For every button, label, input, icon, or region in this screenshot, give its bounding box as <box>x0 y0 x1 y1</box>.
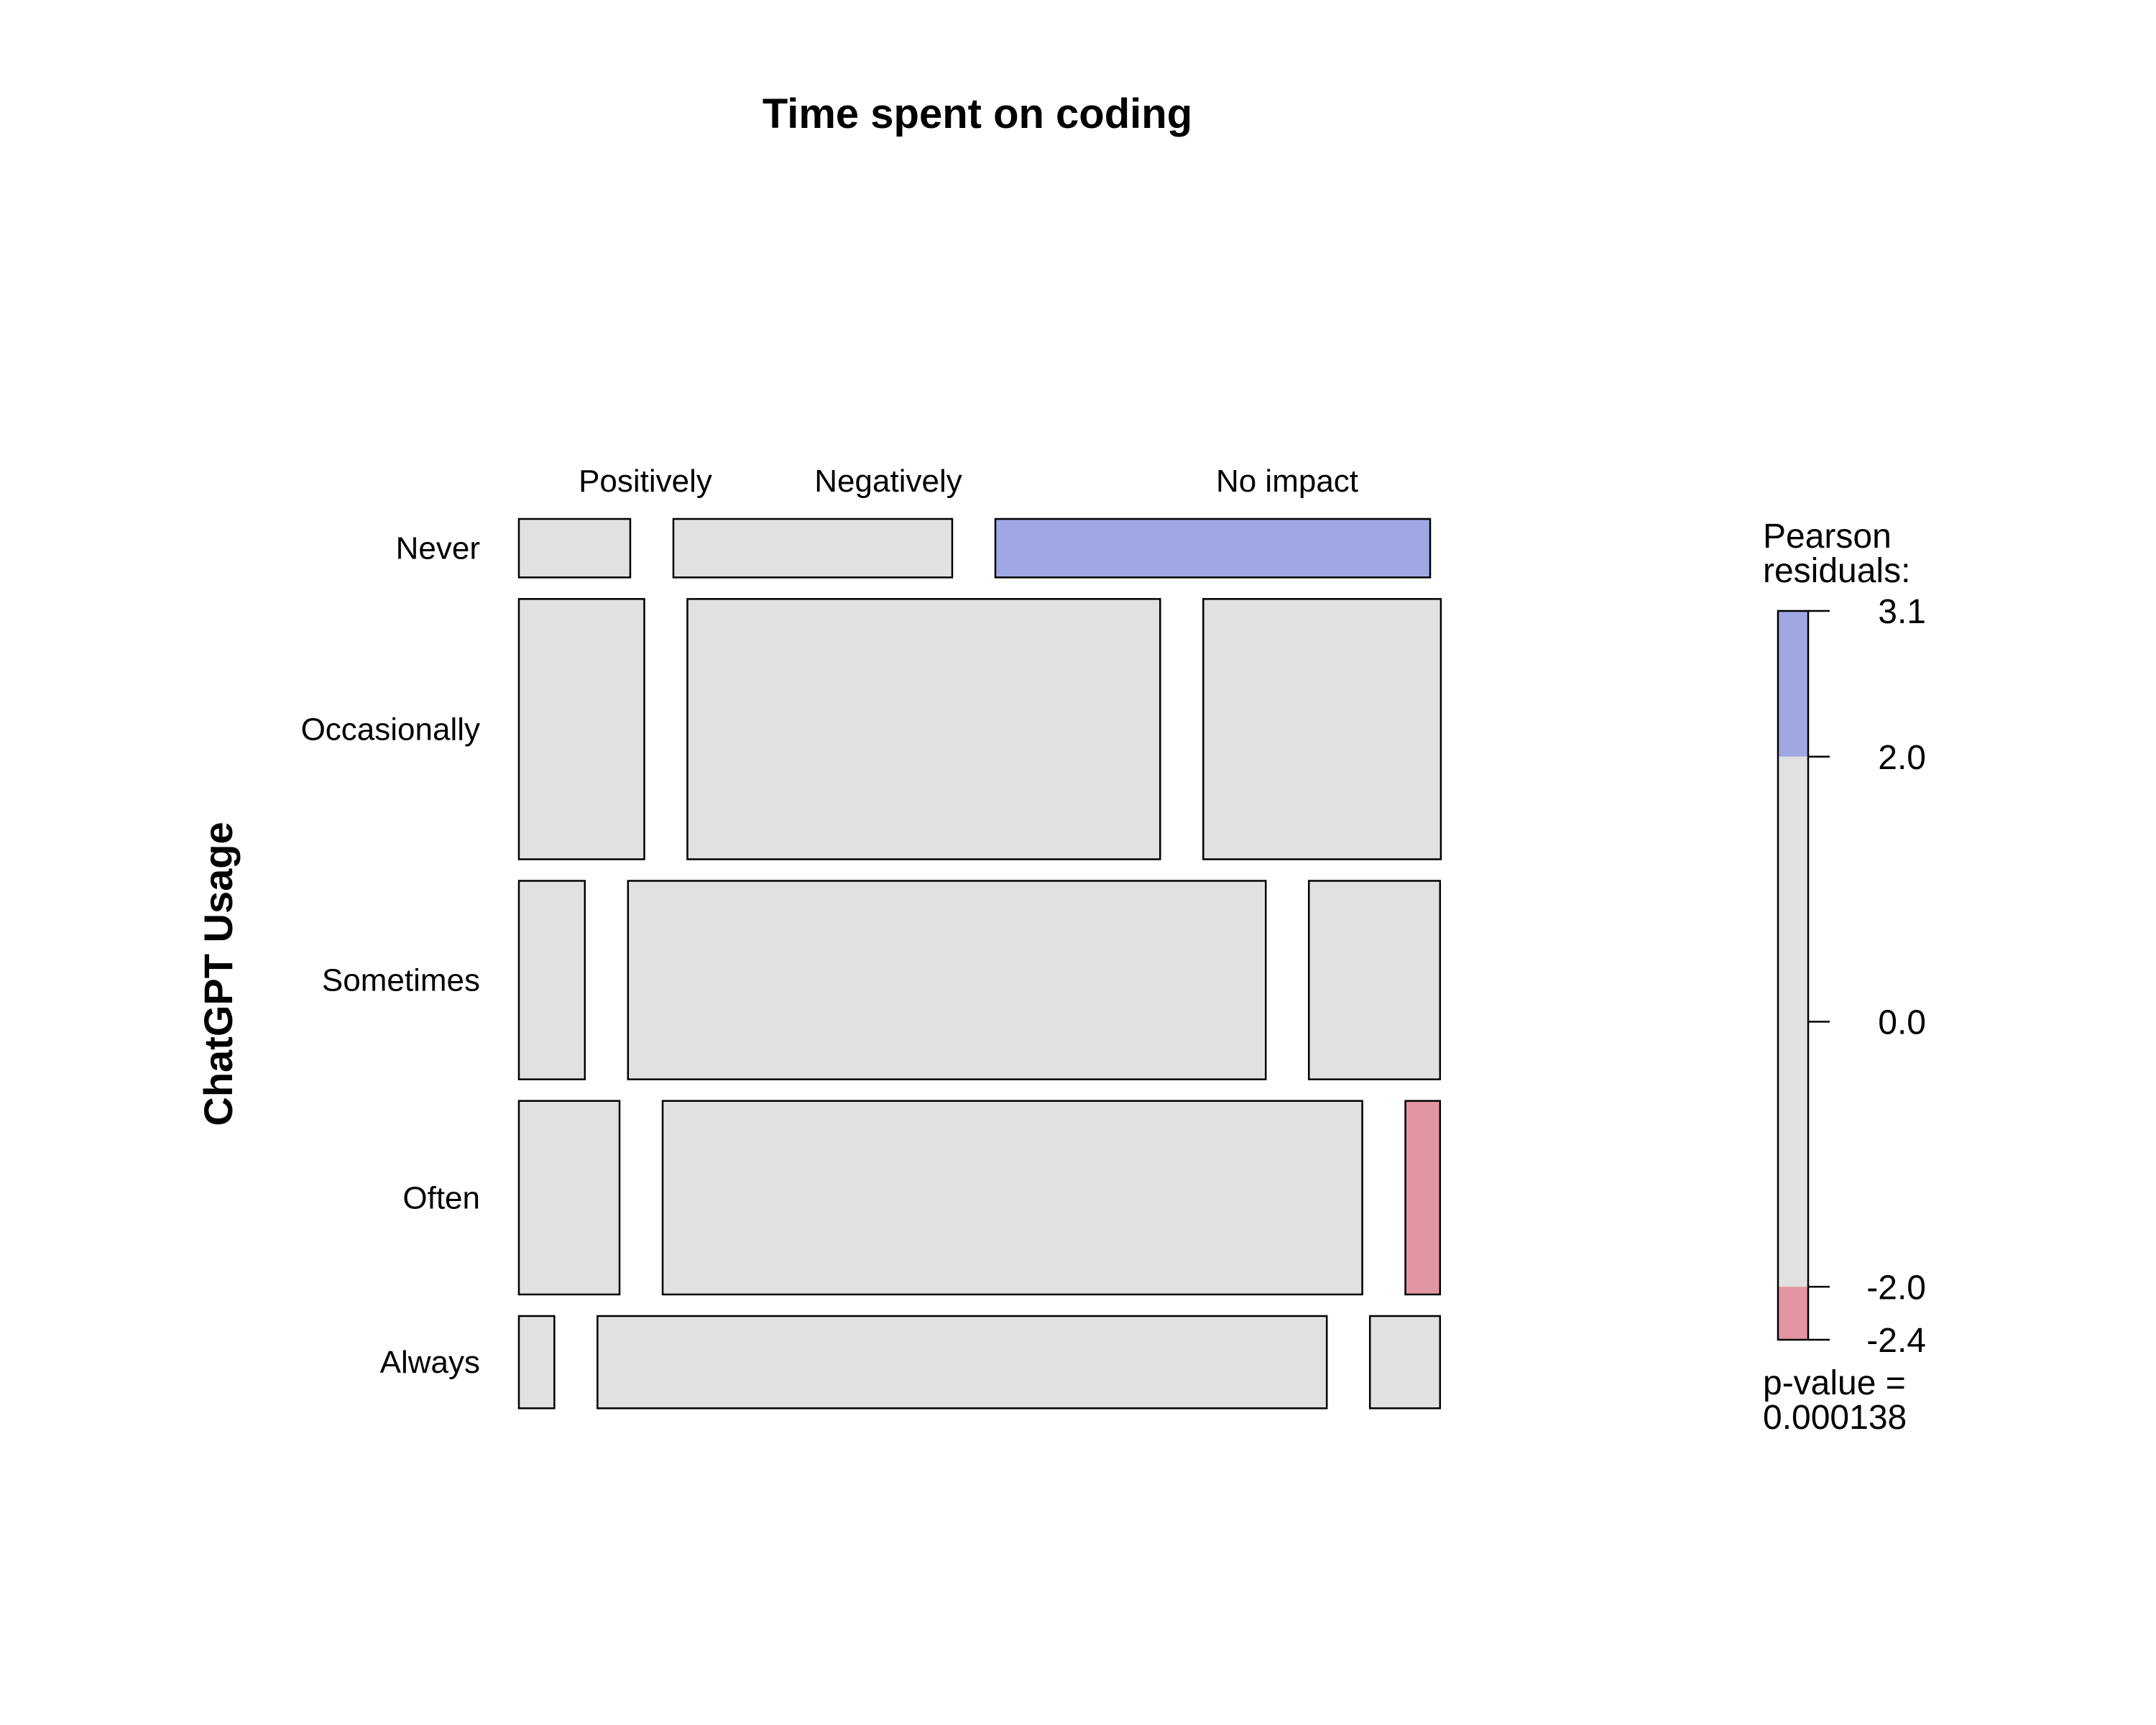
tile-never-no-impact <box>994 518 1432 579</box>
row-label-occasionally: Occasionally <box>301 712 480 747</box>
legend-color-bar <box>1777 610 1810 1341</box>
row-labels: Never Occasionally Sometimes Often Always <box>301 531 480 1380</box>
row-label-never: Never <box>396 531 480 566</box>
tile-always-no-impact <box>1368 1315 1442 1409</box>
mosaic-tiles <box>517 518 1442 1409</box>
p-value: 0.000138 <box>1763 1399 1907 1437</box>
legend-tick-label: 2.0 <box>1878 739 1926 777</box>
chart-title: Time spent on coding <box>763 91 1192 137</box>
residual-legend: Pearson residuals: 3.1 2.0 0.0 -2.0 -2.4 p-v… <box>1763 518 1926 1437</box>
column-label-no-impact: No impact <box>1216 464 1358 499</box>
tile-always-positively <box>517 1315 556 1409</box>
legend-band-positive <box>1778 611 1808 757</box>
tile-often-negatively <box>661 1100 1363 1296</box>
tile-often-no-impact <box>1404 1100 1442 1296</box>
tile-occasionally-negatively <box>686 598 1161 860</box>
tile-sometimes-positively <box>517 880 586 1080</box>
legend-band-negative <box>1778 1287 1808 1340</box>
legend-tick-label: 3.1 <box>1878 593 1926 631</box>
legend-title-line2: residuals: <box>1763 552 1910 590</box>
p-value-label: p-value = <box>1763 1364 1906 1402</box>
row-label-sometimes: Sometimes <box>322 963 480 998</box>
tile-occasionally-positively <box>517 598 645 860</box>
tile-sometimes-negatively <box>627 880 1267 1080</box>
legend-tick-label: -2.4 <box>1866 1322 1926 1360</box>
legend-ticks: 3.1 2.0 0.0 -2.0 -2.4 <box>1808 593 1926 1360</box>
legend-title-line1: Pearson <box>1763 518 1892 556</box>
tile-often-positively <box>517 1100 621 1296</box>
row-label-often: Often <box>402 1180 480 1215</box>
tile-never-negatively <box>672 518 954 579</box>
tile-never-positively <box>517 518 632 579</box>
column-label-negatively: Negatively <box>814 464 962 499</box>
legend-band-neutral <box>1778 756 1808 1287</box>
column-label-positively: Positively <box>579 464 712 499</box>
legend-tick-label: -2.0 <box>1866 1269 1926 1307</box>
row-label-always: Always <box>380 1345 480 1380</box>
y-axis-title: ChatGPT Usage <box>195 822 241 1126</box>
legend-bar-outline <box>1777 610 1810 1341</box>
tile-occasionally-no-impact <box>1202 598 1442 860</box>
tile-sometimes-no-impact <box>1307 880 1442 1080</box>
legend-tick-label: 0.0 <box>1878 1004 1926 1042</box>
tile-always-negatively <box>596 1315 1328 1409</box>
